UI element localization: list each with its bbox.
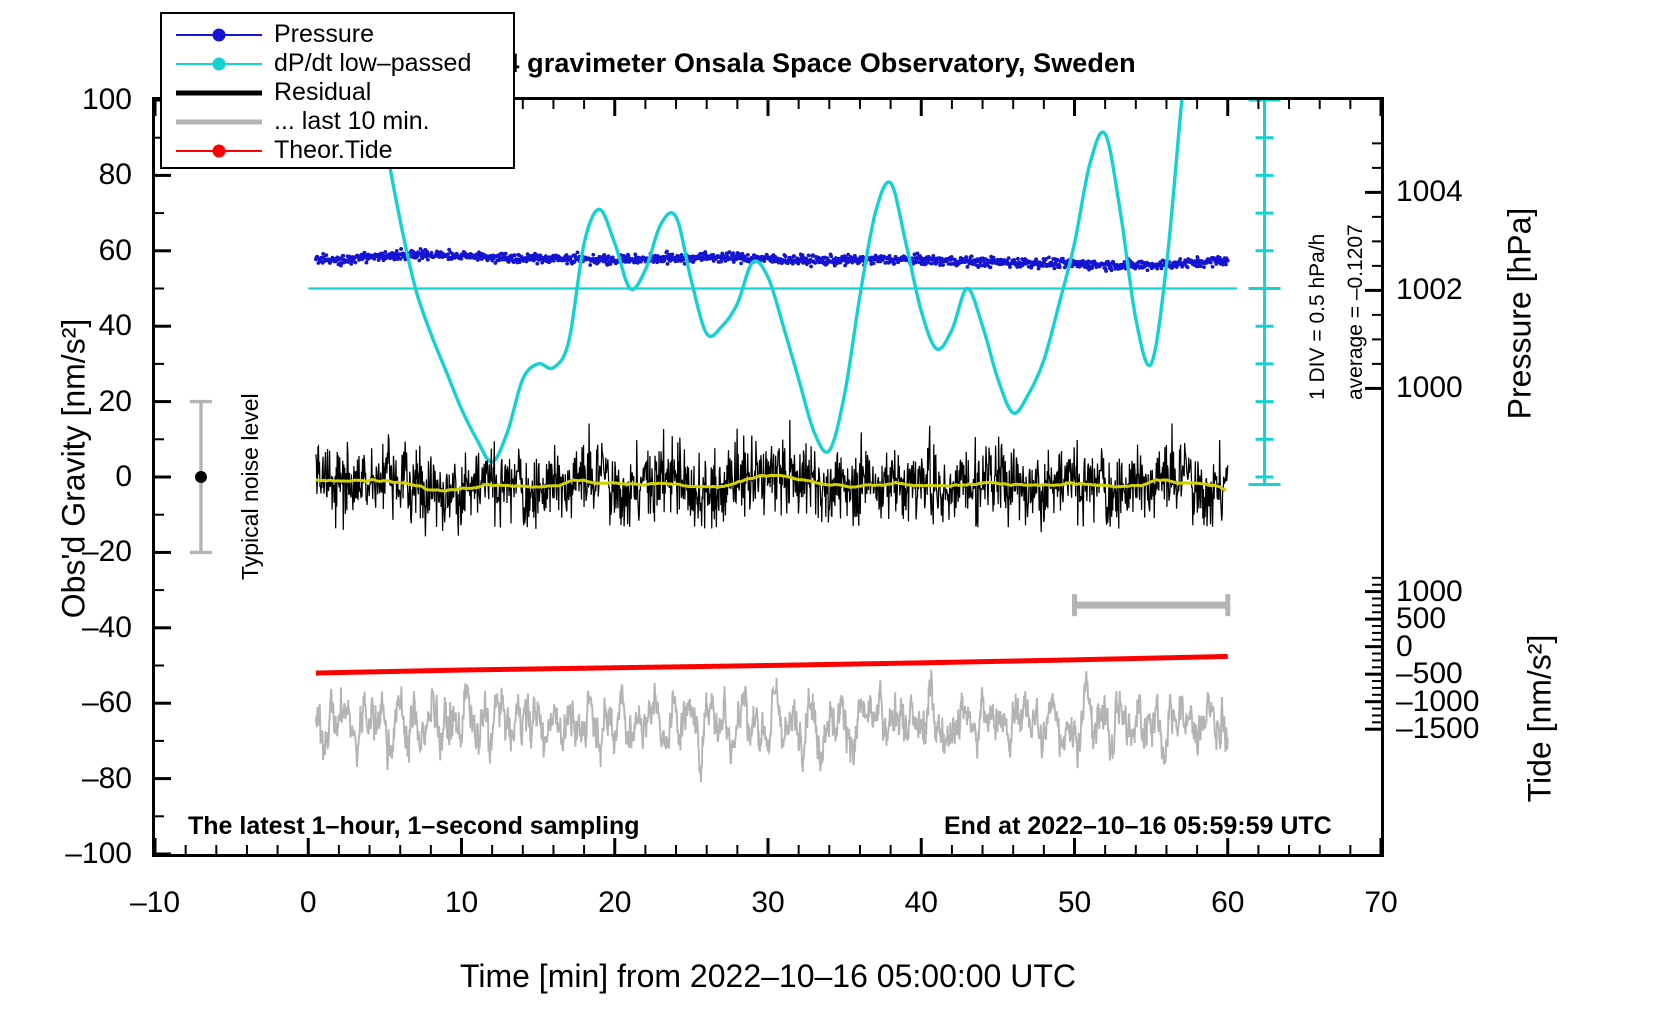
legend-swatch-icon — [176, 53, 262, 75]
annotation-bottom-right: End at 2022–10–16 05:59:59 UTC — [944, 812, 1332, 840]
legend-label: Pressure — [274, 20, 375, 48]
legend-label: Theor.Tide — [274, 136, 393, 164]
y-left-tick-80: 80 — [98, 158, 132, 192]
y-left-tick-minus20: –20 — [81, 535, 132, 569]
y-axis-right-pressure-title: Pressure [hPa] — [1501, 207, 1538, 420]
annotation-noise-bar — [189, 399, 212, 555]
x-tick-70: 70 — [1364, 886, 1398, 919]
legend-item-3[interactable]: ... last 10 min. — [162, 107, 513, 136]
y-axis-right-tick-labels: 1004 1002 1000 1000 500 0 –500 –1000 –1500 — [1396, 0, 1526, 1020]
y-right-tick-4: 500 — [1396, 602, 1447, 636]
y-right-tick-6: –500 — [1396, 657, 1463, 691]
y-right-tick-3: 1000 — [1396, 574, 1463, 608]
series-pressure — [314, 247, 1230, 273]
annotation-dpdt-average: average = –0.1207 — [1344, 224, 1367, 400]
legend-swatch-icon — [176, 82, 262, 104]
annotation-bottom-left: The latest 1–hour, 1–second sampling — [188, 812, 640, 840]
x-tick-30: 30 — [751, 886, 785, 919]
series-theoretical-tide — [315, 653, 1228, 676]
series-residual-smoothed — [315, 473, 1228, 493]
legend-item-4[interactable]: Theor.Tide — [162, 136, 513, 165]
x-tick-10: 10 — [444, 886, 479, 919]
y-right-tick-1: 1002 — [1396, 273, 1463, 307]
y-right-tick-7: –1000 — [1396, 684, 1480, 718]
y-left-tick-100: 100 — [81, 83, 132, 116]
legend-swatch-icon — [176, 140, 262, 162]
annotation-dpdt-scale: 1 DIV = 0.5 hPa/h — [1306, 233, 1329, 400]
y-left-tick-40: 40 — [98, 309, 132, 343]
legend-item-1[interactable]: dP/dt low–passed — [162, 49, 513, 78]
annotation-typical-noise-level: Typical noise level — [237, 393, 263, 580]
legend-label: dP/dt low–passed — [274, 49, 472, 77]
y-left-tick-minus100: –100 — [65, 837, 132, 870]
annotation-last-10-min-bar — [1072, 594, 1231, 617]
legend[interactable]: Pressure dP/dt low–passed Residual... last… — [160, 12, 515, 169]
y-right-tick-0: 1004 — [1396, 175, 1463, 209]
annotation-dpdt-scale-bar — [1248, 100, 1281, 487]
y-left-tick-0: 0 — [115, 460, 132, 493]
y-axis-right-tide-title: Tide [nm/s²] — [1521, 634, 1558, 803]
y-right-tick-2: 1000 — [1396, 371, 1463, 405]
legend-marker-dot-icon — [212, 57, 226, 70]
series-dpdt-lowpassed — [308, 100, 1237, 464]
y-right-tick-8: –1500 — [1396, 712, 1480, 746]
legend-item-0[interactable]: Pressure — [162, 20, 513, 49]
legend-swatch-icon — [176, 111, 262, 133]
y-right-tick-5: 0 — [1396, 629, 1413, 663]
page-title: SCG_054 gravimeter Onsala Space Observat… — [400, 48, 1136, 78]
y-left-tick-20: 20 — [98, 384, 132, 418]
y-left-tick-minus60: –60 — [81, 686, 132, 720]
x-tick-50: 50 — [1057, 886, 1092, 919]
x-axis-title: Time [min] from 2022–10–16 05:00:00 UTC — [459, 958, 1076, 994]
legend-label: Residual — [274, 78, 372, 106]
y-axis-title: Obs'd Gravity [nm/s²] — [55, 318, 92, 619]
x-tick-0: 0 — [299, 886, 317, 919]
y-left-tick-minus80: –80 — [81, 761, 132, 795]
x-tick-60: 60 — [1211, 886, 1245, 919]
legend-label: ... last 10 min. — [274, 107, 430, 135]
legend-marker-dot-icon — [212, 28, 226, 41]
plot-area — [152, 97, 1384, 857]
x-tick-minus10: –10 — [129, 886, 181, 919]
plot-canvas — [189, 100, 1281, 783]
y-left-tick-minus40: –40 — [81, 610, 132, 644]
legend-marker-dot-icon — [212, 144, 226, 157]
x-tick-20: 20 — [598, 886, 632, 919]
x-tick-40: 40 — [904, 886, 938, 919]
series-last-10-min — [314, 669, 1229, 783]
legend-swatch-icon — [176, 24, 262, 46]
legend-item-2[interactable]: Residual — [162, 78, 513, 107]
y-left-tick-60: 60 — [98, 233, 132, 267]
y-axis-left-tick-labels: 100 80 60 40 20 0 –20 –40 –60 –80 –100 — [0, 0, 132, 1020]
series-residual — [315, 419, 1229, 537]
